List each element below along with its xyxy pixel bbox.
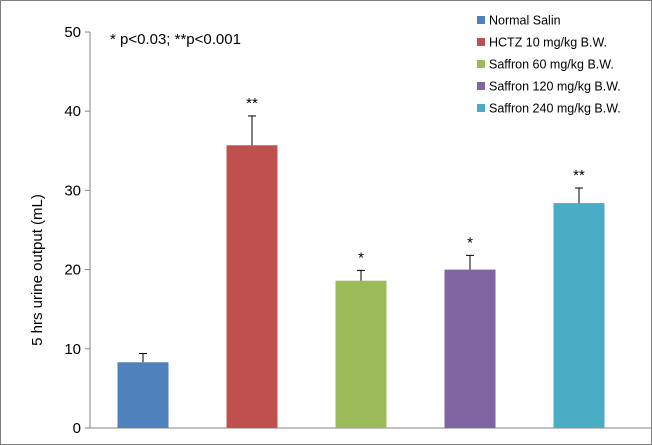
y-tick-label: 20 (64, 262, 81, 279)
significance-labels: ****** (246, 95, 585, 266)
bar (117, 362, 169, 428)
significance-annotation: * p<0.03; **p<0.001 (110, 31, 241, 48)
bar (553, 203, 605, 428)
bar (335, 280, 387, 428)
legend: Normal Salin HCTZ 10 mg/kg B.W. Saffron 60… (477, 14, 621, 116)
legend-swatch (477, 16, 485, 24)
significance-label: ** (573, 167, 585, 184)
y-tick-label: 30 (64, 182, 81, 199)
legend-swatch (477, 38, 485, 46)
legend-label: HCTZ 10 mg/kg B.W. (489, 36, 607, 50)
legend-label: Normal Salin (489, 14, 561, 28)
bars (117, 145, 605, 429)
y-tick-label: 40 (64, 103, 81, 120)
legend-swatch (477, 104, 485, 112)
bar (226, 145, 278, 429)
y-tick-label: 10 (64, 341, 81, 358)
significance-label: ** (246, 95, 258, 112)
legend-swatch (477, 82, 485, 90)
significance-label: * (467, 234, 473, 251)
error-bars (139, 115, 583, 363)
legend-label: Saffron 240 mg/kg B.W. (489, 102, 621, 116)
legend-swatch (477, 60, 485, 68)
y-tick-label: 50 (64, 24, 81, 41)
y-axis-title: 5 hrs urine output (mL) (29, 194, 46, 346)
legend-label: Saffron 60 mg/kg B.W. (489, 58, 614, 72)
significance-label: * (358, 249, 364, 266)
y-tick-label: 0 (73, 420, 81, 437)
bar (444, 269, 496, 428)
legend-label: Saffron 120 mg/kg B.W. (489, 80, 621, 94)
